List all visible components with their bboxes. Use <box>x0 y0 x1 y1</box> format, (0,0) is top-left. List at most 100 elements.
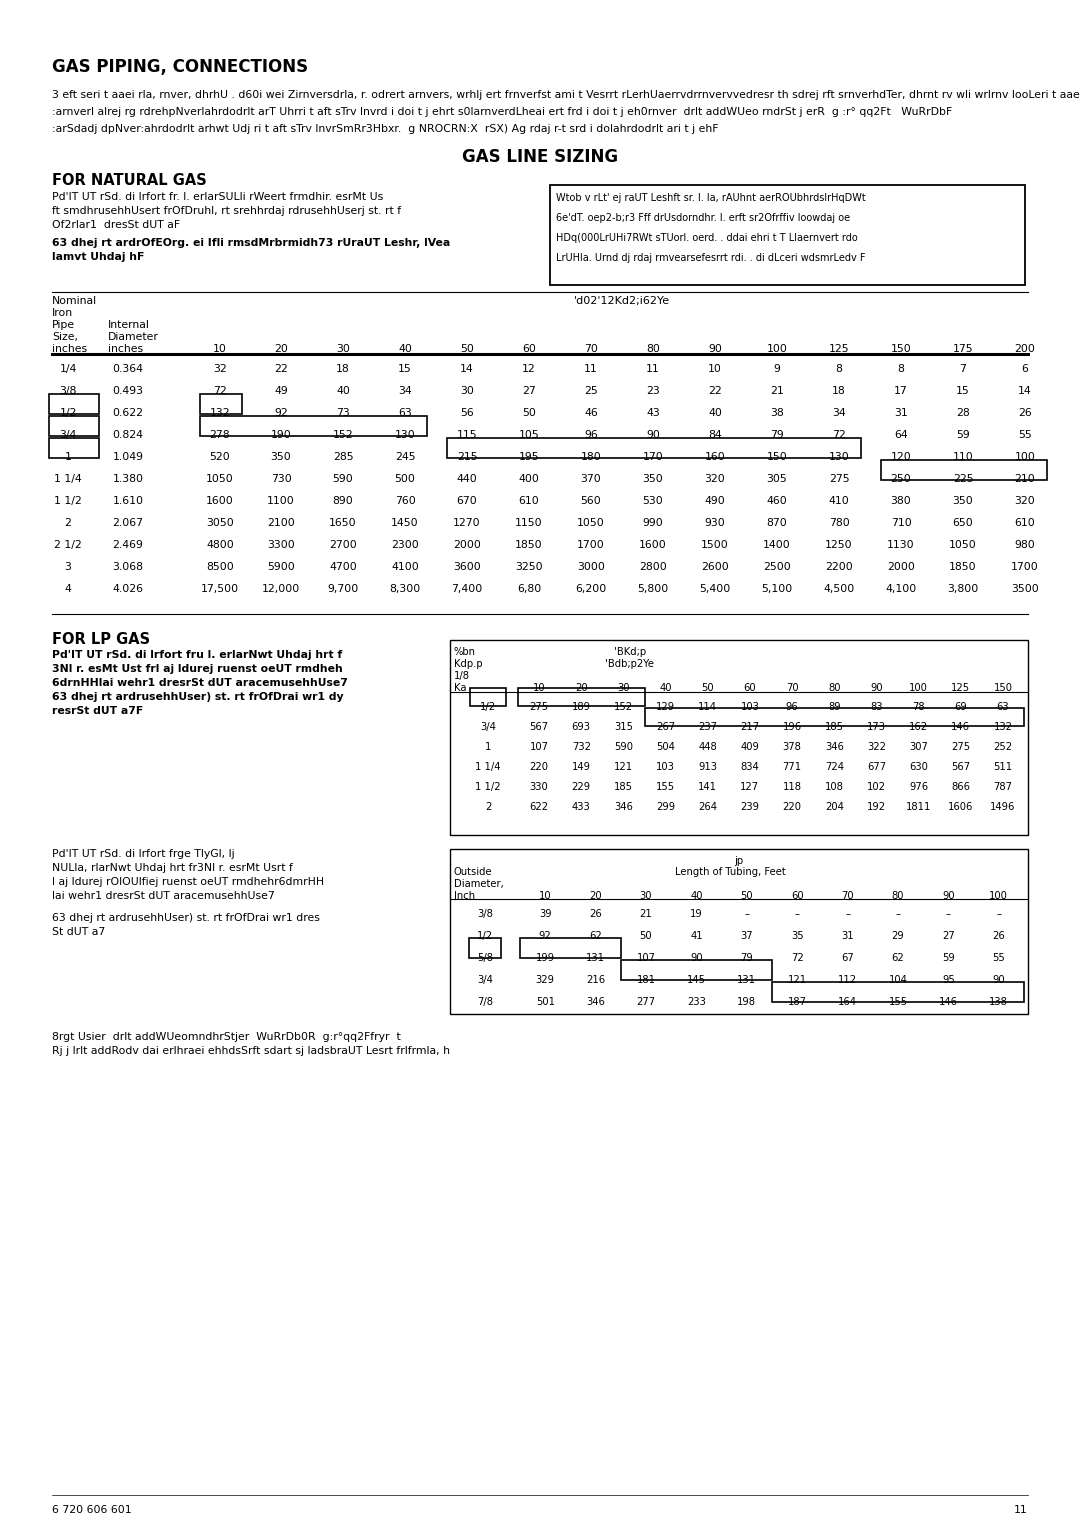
Text: 78: 78 <box>913 701 924 712</box>
Text: 80: 80 <box>646 344 660 354</box>
Text: 322: 322 <box>867 743 886 752</box>
Bar <box>200 394 242 414</box>
Text: 14: 14 <box>1018 387 1031 396</box>
Text: 1.380: 1.380 <box>112 474 144 484</box>
Bar <box>645 707 1024 726</box>
Text: 15: 15 <box>399 364 411 374</box>
Text: 913: 913 <box>699 762 717 772</box>
Text: 567: 567 <box>951 762 970 772</box>
Text: 22: 22 <box>274 364 288 374</box>
Text: 110: 110 <box>953 452 973 461</box>
Text: 89: 89 <box>828 701 840 712</box>
Text: 252: 252 <box>994 743 1012 752</box>
Text: 62: 62 <box>892 953 904 963</box>
Text: 149: 149 <box>571 762 591 772</box>
Text: 41: 41 <box>690 931 703 941</box>
Text: 181: 181 <box>636 975 656 986</box>
Text: 185: 185 <box>825 723 843 732</box>
Text: 72: 72 <box>832 429 846 440</box>
Text: 'd02'12Kd2;i62Ye: 'd02'12Kd2;i62Ye <box>573 296 670 306</box>
Text: 69: 69 <box>955 701 967 712</box>
Text: 17,500: 17,500 <box>201 584 239 594</box>
Text: 80: 80 <box>828 683 840 694</box>
Text: 6,80: 6,80 <box>517 584 541 594</box>
Text: 150: 150 <box>767 452 787 461</box>
Text: 180: 180 <box>581 452 602 461</box>
Text: 92: 92 <box>274 408 288 419</box>
Text: 50: 50 <box>460 344 474 354</box>
Text: 132: 132 <box>210 408 230 419</box>
Text: 146: 146 <box>951 723 970 732</box>
Text: 60: 60 <box>744 683 756 694</box>
Bar <box>470 688 507 706</box>
Text: 610: 610 <box>518 497 539 506</box>
Bar <box>621 960 772 979</box>
Text: 0.364: 0.364 <box>112 364 144 374</box>
Text: 7: 7 <box>959 364 967 374</box>
Text: 104: 104 <box>889 975 907 986</box>
Text: 20: 20 <box>590 891 602 902</box>
Text: 1650: 1650 <box>329 518 356 529</box>
Text: 40: 40 <box>708 408 721 419</box>
Text: 63 dhej rt ardrOfEOrg. ei Ifli rmsdMrbrmidh73 rUraUT Leshr, lVea: 63 dhej rt ardrOfEOrg. ei Ifli rmsdMrbrm… <box>52 238 450 248</box>
Text: 130: 130 <box>828 452 849 461</box>
Text: 8: 8 <box>897 364 904 374</box>
Bar <box>450 640 1028 834</box>
Text: 28: 28 <box>956 408 970 419</box>
Text: 520: 520 <box>210 452 230 461</box>
Text: 0.622: 0.622 <box>112 408 144 419</box>
Text: 150: 150 <box>994 683 1012 694</box>
Text: 275: 275 <box>951 743 970 752</box>
Text: 305: 305 <box>767 474 787 484</box>
Text: 2300: 2300 <box>391 539 419 550</box>
Text: Iron: Iron <box>52 309 73 318</box>
Bar <box>518 688 645 706</box>
Text: 6: 6 <box>1022 364 1028 374</box>
Text: 95: 95 <box>942 975 955 986</box>
Text: 622: 622 <box>529 802 549 811</box>
Text: 320: 320 <box>704 474 726 484</box>
Text: 11: 11 <box>584 364 598 374</box>
Text: Rj j lrlt addRodv dai erlhraei ehhdsSrft sdart sj ladsbraUT Lesrt frlfrmla, h: Rj j lrlt addRodv dai erlhraei ehhdsSrft… <box>52 1047 450 1056</box>
Text: 34: 34 <box>399 387 411 396</box>
Text: 37: 37 <box>741 931 753 941</box>
Text: Size,: Size, <box>52 332 78 342</box>
Text: 2.469: 2.469 <box>112 539 144 550</box>
Text: GAS PIPING, CONNECTIONS: GAS PIPING, CONNECTIONS <box>52 58 308 76</box>
Text: 350: 350 <box>643 474 663 484</box>
Text: 107: 107 <box>529 743 549 752</box>
Text: 409: 409 <box>741 743 759 752</box>
Text: 164: 164 <box>838 996 858 1007</box>
Text: 22: 22 <box>708 387 721 396</box>
Text: 90: 90 <box>708 344 721 354</box>
Text: 315: 315 <box>613 723 633 732</box>
Text: 278: 278 <box>210 429 230 440</box>
Text: 43: 43 <box>646 408 660 419</box>
Text: 175: 175 <box>953 344 973 354</box>
Text: 277: 277 <box>636 996 656 1007</box>
Text: Diameter,: Diameter, <box>454 879 503 889</box>
Text: Kdp.p: Kdp.p <box>454 659 483 669</box>
Text: 150: 150 <box>891 344 912 354</box>
Text: 990: 990 <box>643 518 663 529</box>
Text: lai wehr1 dresrSt dUT aracemusehhUse7: lai wehr1 dresrSt dUT aracemusehhUse7 <box>52 891 274 902</box>
Text: 102: 102 <box>867 782 886 792</box>
Text: 225: 225 <box>953 474 973 484</box>
Text: 2500: 2500 <box>764 562 791 571</box>
Text: 1 1/4: 1 1/4 <box>475 762 501 772</box>
Text: 448: 448 <box>699 743 717 752</box>
Text: 103: 103 <box>741 701 759 712</box>
Text: 8,300: 8,300 <box>390 584 420 594</box>
Text: 1850: 1850 <box>949 562 976 571</box>
Text: Inch: Inch <box>454 891 475 902</box>
Text: 195: 195 <box>518 452 539 461</box>
Text: 2: 2 <box>65 518 71 529</box>
Text: 27: 27 <box>522 387 536 396</box>
Text: 145: 145 <box>687 975 706 986</box>
Text: 30: 30 <box>336 344 350 354</box>
Text: 590: 590 <box>333 474 353 484</box>
Text: 79: 79 <box>741 953 753 963</box>
Text: 215: 215 <box>457 452 477 461</box>
Text: 275: 275 <box>529 701 549 712</box>
Text: 21: 21 <box>639 909 652 918</box>
